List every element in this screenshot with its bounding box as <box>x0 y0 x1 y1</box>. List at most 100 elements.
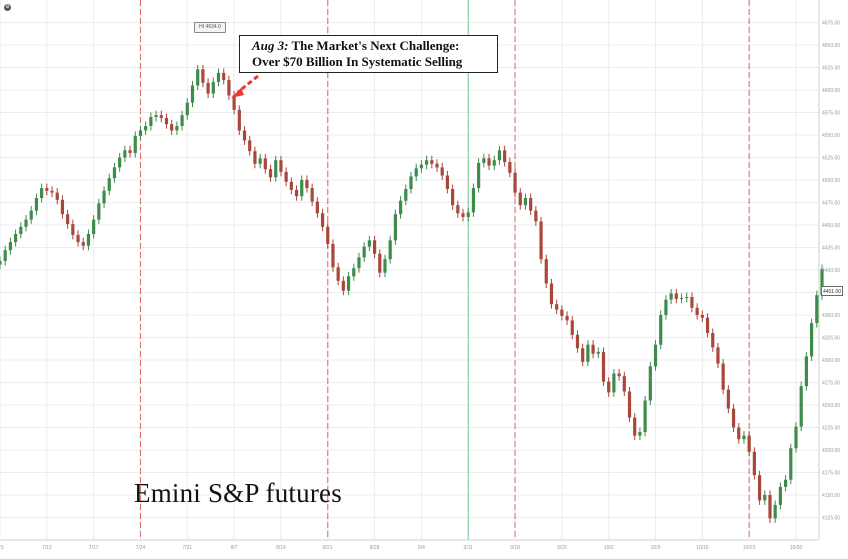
candle-body <box>570 320 574 335</box>
x-tick-label: 10/23 <box>743 545 756 551</box>
y-axis: 4675.00 4650.00 4625.00 4600.00 4575.00 4550.… <box>818 0 840 540</box>
candle-body <box>492 160 496 166</box>
candle-body <box>560 309 564 316</box>
candle-body <box>601 351 606 382</box>
y-tick-label: 4300.00 <box>822 358 840 364</box>
candle-body <box>326 226 330 244</box>
candle-body <box>398 200 403 215</box>
x-tick-label: 7/10 <box>42 545 52 551</box>
annotation-date: Aug 3: <box>252 38 289 53</box>
annotation-arrow <box>231 74 259 98</box>
candle-body <box>461 213 465 217</box>
candle-body <box>622 376 626 392</box>
y-tick-label: 4125.00 <box>822 516 840 522</box>
candle-body <box>820 269 824 296</box>
x-tick-label: 7/24 <box>136 545 146 551</box>
candle-body <box>591 344 595 354</box>
candle-body <box>731 408 736 428</box>
y-tick-label: 4475.00 <box>822 201 840 207</box>
candle-body <box>138 130 143 136</box>
candle-body <box>294 189 299 197</box>
candle-body <box>633 417 637 436</box>
candle-body <box>695 307 699 315</box>
candle-body <box>66 214 70 225</box>
candle-body <box>503 150 507 162</box>
candle-body <box>310 188 314 202</box>
y-tick-label: 4500.00 <box>822 178 840 184</box>
candle-body <box>648 366 652 401</box>
candle-body <box>50 190 54 193</box>
y-tick-label: 4675.00 <box>822 21 840 27</box>
candle-body <box>372 240 377 254</box>
grid-lines <box>0 0 818 540</box>
x-tick-label: 10/16 <box>696 545 709 551</box>
x-tick-label: 9/18 <box>510 545 520 551</box>
candle-body <box>40 188 44 198</box>
candle-body <box>180 115 184 126</box>
candle-body <box>190 85 195 103</box>
candle-body <box>14 234 18 243</box>
y-tick-label: 4550.00 <box>822 133 840 139</box>
candle-body <box>700 315 704 318</box>
candle-body <box>118 157 122 168</box>
candle-body <box>357 257 361 269</box>
x-tick-label: 10/30 <box>790 545 803 551</box>
candle-body <box>175 126 179 131</box>
candle-body <box>71 224 75 235</box>
x-tick-label: 8/21 <box>323 545 333 551</box>
candle-body <box>757 475 762 501</box>
candle-body <box>627 391 632 418</box>
candle-body <box>659 315 663 345</box>
candle-body <box>471 188 476 213</box>
candle-body <box>773 504 777 519</box>
candle-body <box>747 435 751 452</box>
candle-body <box>612 373 616 393</box>
y-tick-label: 4275.00 <box>822 381 840 387</box>
candle-body <box>617 373 621 377</box>
high-label: HI 4634.0 <box>194 22 226 33</box>
candle-body <box>248 140 252 152</box>
candle-body <box>274 160 278 178</box>
candle-body <box>263 158 267 170</box>
y-tick-label: 4450.00 <box>822 223 840 229</box>
last-price-tag: 4401.00 <box>821 286 843 296</box>
candle-body <box>159 115 163 118</box>
candle-body <box>726 389 730 409</box>
candle-body <box>112 167 117 179</box>
candle-body <box>482 158 486 163</box>
candle-body <box>716 347 720 364</box>
candle-body <box>497 150 502 161</box>
candle-body <box>352 268 356 277</box>
x-tick-label: 9/25 <box>557 545 567 551</box>
candle-body <box>19 226 23 234</box>
candle-body <box>268 169 273 178</box>
candle-body <box>3 250 7 261</box>
y-tick-label: 4225.00 <box>822 426 840 432</box>
candle-body <box>451 189 455 206</box>
x-axis: 7/3 7/10 7/17 7/24 7/31 8/7 8/14 8/21 8/28 9/4 9/1… <box>0 539 818 551</box>
candle-body <box>523 198 528 206</box>
candle-body <box>284 171 288 182</box>
candle-body <box>809 323 814 357</box>
annotation-line1: The Market's Next Challenge: <box>291 38 460 53</box>
candle-body <box>430 160 434 164</box>
candle-body <box>55 192 59 200</box>
candlesticks <box>0 64 824 523</box>
candle-body <box>378 253 382 273</box>
candle-body <box>409 176 413 189</box>
candle-body <box>81 242 85 246</box>
candle-body <box>804 356 808 387</box>
candle-body <box>154 115 158 117</box>
y-tick-label: 4650.00 <box>822 43 840 49</box>
candle-body <box>414 168 418 177</box>
candle-body <box>440 167 444 176</box>
candle-body <box>346 276 351 291</box>
x-tick-label: 9/4 <box>418 545 425 551</box>
candle-body <box>456 205 460 214</box>
candle-body <box>201 69 205 83</box>
candle-body <box>653 344 658 367</box>
candle-body <box>29 210 33 220</box>
candle-body <box>799 386 803 427</box>
y-tick-label: 4400.00 <box>822 268 840 274</box>
candle-body <box>664 299 668 315</box>
